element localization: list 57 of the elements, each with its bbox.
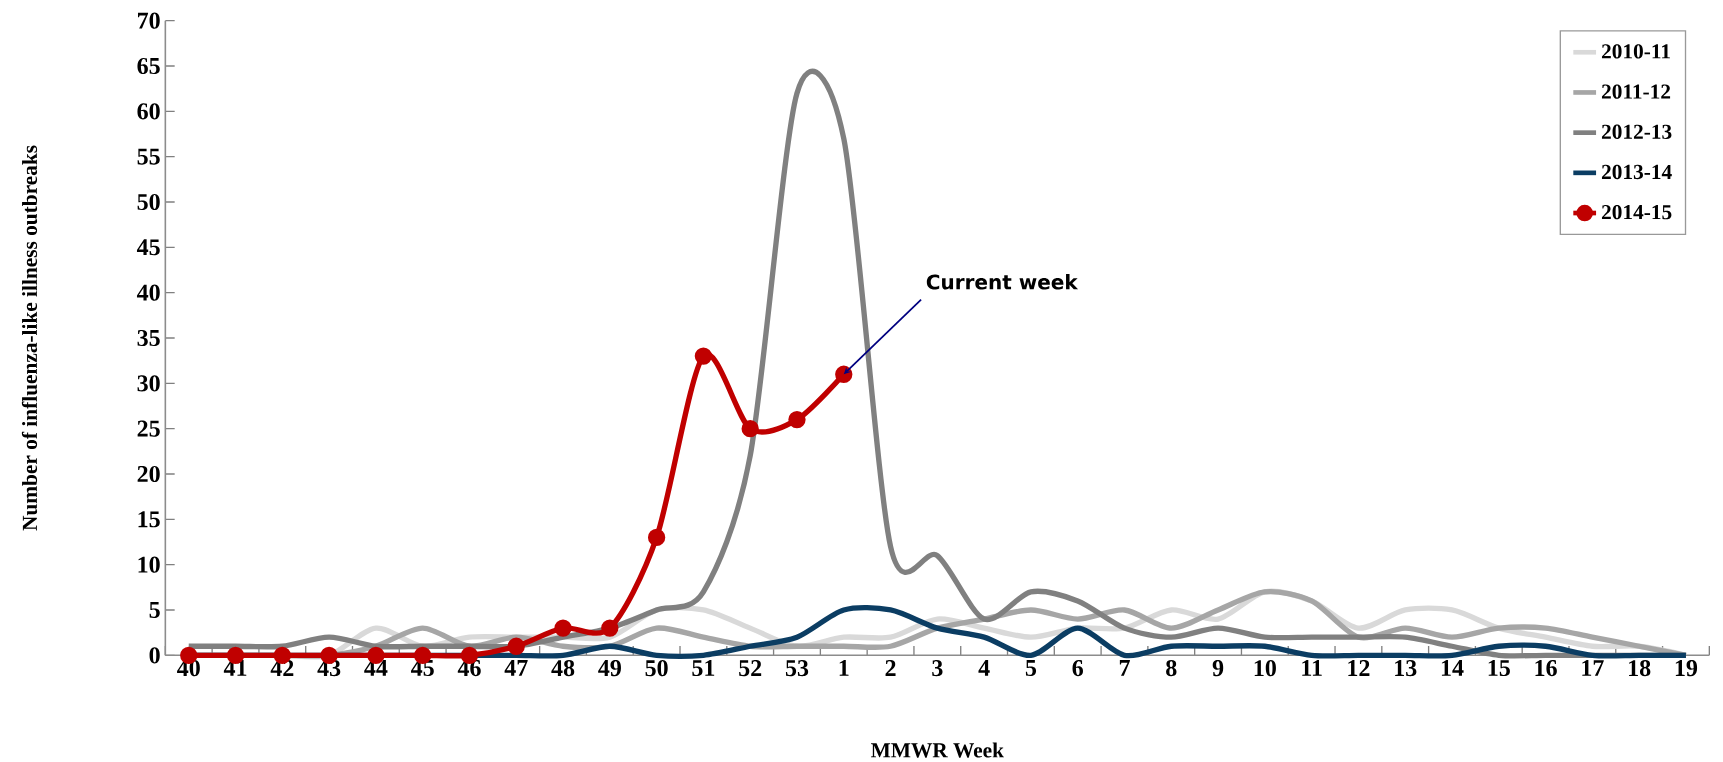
x-tick-label: 15 <box>1488 660 1510 677</box>
x-tick-label: 12 <box>1348 660 1370 676</box>
x-tick-label: 47 <box>504 660 528 676</box>
x-tick-label: 49 <box>598 660 621 677</box>
y-tick-label: 0 <box>149 647 160 664</box>
x-tick-label: 18 <box>1629 660 1651 677</box>
x-tick-label: 44 <box>364 660 388 676</box>
y-tick-label: 10 <box>138 556 160 573</box>
x-tick-label: 9 <box>1212 660 1224 677</box>
x-axis-title: MMWR Week <box>871 742 1004 758</box>
y-axis-title: Number of influenza-like illness outbreaks <box>21 145 38 531</box>
y-tick-label: 15 <box>138 511 160 528</box>
x-tick-label: 16 <box>1535 660 1557 677</box>
x-tick-label: 17 <box>1582 660 1604 676</box>
x-tick-label: 19 <box>1675 660 1698 677</box>
y-tick-label: 25 <box>137 420 160 437</box>
y-tick-label: 65 <box>137 57 160 75</box>
legend-label: 2013-14 <box>1601 164 1672 180</box>
y-tick-label: 60 <box>137 103 160 120</box>
point <box>601 619 619 637</box>
x-tick-label: 51 <box>692 660 715 677</box>
x-tick-label: 53 <box>785 660 809 677</box>
legend-label: 2010-11 <box>1601 44 1670 59</box>
x-tick-label: 6 <box>1072 660 1083 677</box>
point <box>741 419 759 438</box>
y-tick-label: 50 <box>137 193 160 211</box>
x-tick-label: 2 <box>885 660 896 676</box>
x-tick-label: 3 <box>932 660 943 677</box>
y-tick-label: 5 <box>149 602 160 618</box>
annotation: Current week <box>926 274 1079 290</box>
point <box>694 347 713 365</box>
point <box>647 528 666 547</box>
y-tick-label: 20 <box>137 465 160 483</box>
x-tick-label: 7 <box>1119 660 1130 676</box>
x-tick-label: 4 <box>978 660 990 676</box>
point <box>507 637 525 655</box>
x-tick-label: 50 <box>645 660 668 677</box>
y-tick-label: 55 <box>137 148 160 165</box>
legend-label: 2012-13 <box>1601 124 1672 139</box>
x-tick-label: 10 <box>1254 660 1276 677</box>
x-tick-label: 52 <box>739 660 762 677</box>
x-tick-label: 11 <box>1302 660 1322 676</box>
y-tick-label: 45 <box>136 239 160 256</box>
x-tick-label: 13 <box>1395 660 1417 677</box>
point <box>788 410 806 429</box>
legend-label: 2011-12 <box>1601 84 1671 99</box>
x-tick-label: 1 <box>839 660 849 676</box>
y-tick-label: 70 <box>138 12 160 29</box>
x-tick-label: 8 <box>1166 660 1177 677</box>
x-tick-label: 14 <box>1441 660 1464 676</box>
y-tick-label: 30 <box>137 375 160 392</box>
legend-label: 2014-15 <box>1601 204 1672 220</box>
y-tick-label: 35 <box>137 329 160 347</box>
x-tick-label: 5 <box>1025 660 1037 676</box>
point <box>554 619 572 637</box>
x-tick-label: 48 <box>551 660 575 677</box>
y-tick-label: 40 <box>136 284 160 301</box>
